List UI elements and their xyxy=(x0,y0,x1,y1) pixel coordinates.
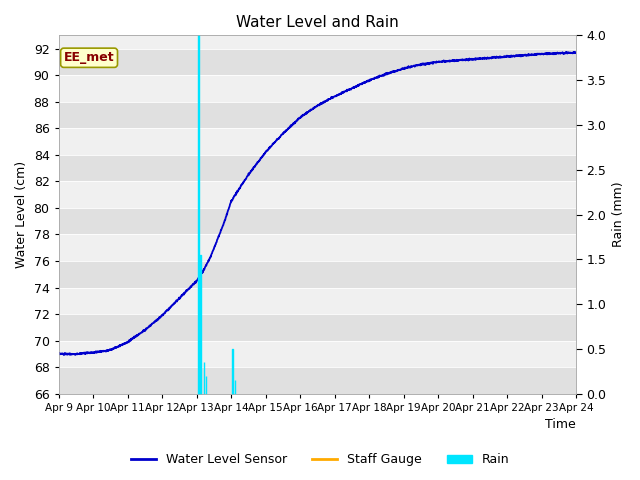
Bar xyxy=(59,155,576,181)
Bar xyxy=(59,261,576,288)
Legend: Water Level Sensor, Staff Gauge, Rain: Water Level Sensor, Staff Gauge, Rain xyxy=(125,448,515,471)
Bar xyxy=(59,181,576,208)
Bar xyxy=(59,367,576,394)
Bar xyxy=(59,102,576,128)
Y-axis label: Rain (mm): Rain (mm) xyxy=(612,182,625,247)
Bar xyxy=(59,288,576,314)
Bar xyxy=(59,48,576,75)
Bar xyxy=(59,75,576,102)
Bar xyxy=(59,208,576,235)
Title: Water Level and Rain: Water Level and Rain xyxy=(236,15,399,30)
X-axis label: Time: Time xyxy=(545,419,576,432)
Y-axis label: Water Level (cm): Water Level (cm) xyxy=(15,161,28,268)
Text: EE_met: EE_met xyxy=(64,51,115,64)
Bar xyxy=(59,314,576,341)
Bar xyxy=(59,341,576,367)
Bar xyxy=(59,235,576,261)
Bar xyxy=(59,128,576,155)
